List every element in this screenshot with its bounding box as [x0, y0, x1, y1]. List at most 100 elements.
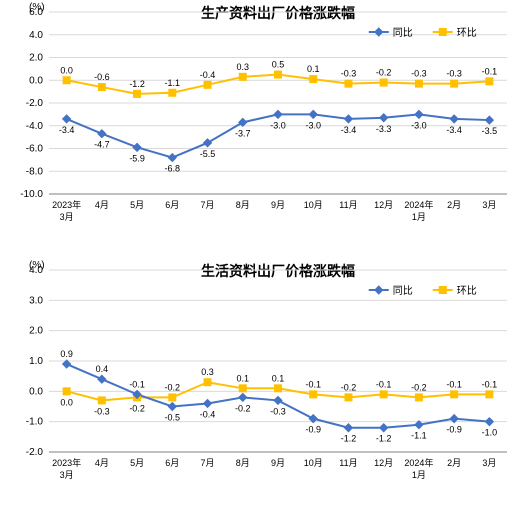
y-tick-label: 0.0 [29, 75, 43, 86]
data-label: -0.2 [341, 382, 357, 392]
data-label: -0.1 [129, 379, 145, 389]
data-marker [486, 391, 493, 398]
data-marker [310, 76, 317, 83]
data-marker [415, 394, 422, 401]
y-tick-label: 0.0 [29, 386, 43, 397]
data-label: -3.0 [270, 120, 286, 130]
data-label: -3.4 [341, 125, 357, 135]
data-label: -3.3 [376, 124, 392, 134]
data-marker [345, 80, 352, 87]
data-label: -1.1 [165, 78, 181, 88]
data-label: -0.1 [446, 379, 462, 389]
legend-marker [439, 29, 446, 36]
y-tick-label: -2.0 [26, 447, 44, 458]
x-tick-label: 8月 [236, 458, 250, 468]
y-tick-label: -4.0 [26, 121, 44, 132]
data-label: -1.1 [411, 431, 427, 441]
y-tick-label: -2.0 [26, 98, 44, 109]
y-tick-label: 2.0 [29, 326, 43, 337]
data-label: -6.8 [165, 164, 181, 174]
x-tick-label: 2024年 [404, 199, 433, 210]
data-label: 0.0 [60, 65, 73, 75]
data-label: -0.2 [376, 68, 392, 78]
data-label: -0.6 [94, 72, 110, 82]
data-label: -0.1 [482, 379, 498, 389]
data-marker [169, 394, 176, 401]
data-label: -0.3 [270, 406, 286, 416]
data-marker [98, 397, 105, 404]
data-marker [169, 89, 176, 96]
data-label: -0.1 [305, 379, 321, 389]
data-label: -3.4 [59, 125, 75, 135]
data-label: 0.5 [272, 60, 285, 70]
data-marker [63, 388, 70, 395]
data-marker [380, 79, 387, 86]
x-tick-label: 1月 [412, 470, 426, 480]
data-label: -3.5 [482, 126, 498, 136]
x-tick-label: 2023年 [52, 457, 81, 468]
data-label: 0.3 [237, 62, 250, 72]
data-marker [204, 379, 211, 386]
data-label: -0.9 [446, 425, 462, 435]
legend-label: 环比 [457, 27, 477, 39]
x-tick-label: 7月 [201, 458, 215, 468]
data-label: -1.2 [341, 434, 357, 444]
data-label: -0.2 [165, 382, 181, 392]
data-label: 0.1 [272, 373, 285, 383]
x-tick-label: 9月 [271, 200, 285, 210]
data-label: -4.7 [94, 140, 110, 150]
data-marker [239, 73, 246, 80]
x-tick-label: 2024年 [404, 457, 433, 468]
data-label: -1.0 [482, 428, 498, 438]
data-marker [451, 80, 458, 87]
data-label: -3.0 [305, 120, 321, 130]
y-tick-label: -8.0 [26, 166, 44, 177]
data-label: -0.2 [129, 403, 145, 413]
data-marker [275, 71, 282, 78]
data-label: -3.4 [446, 125, 462, 135]
x-tick-label: 9月 [271, 458, 285, 468]
data-label: -0.4 [200, 70, 216, 80]
data-label: -0.3 [94, 406, 110, 416]
data-marker [98, 84, 105, 91]
x-tick-label: 3月 [60, 212, 74, 222]
data-marker [310, 391, 317, 398]
x-tick-label: 12月 [374, 200, 393, 210]
data-label: 0.1 [237, 373, 250, 383]
y-tick-label: 4.0 [29, 30, 43, 41]
y-tick-label: 1.0 [29, 356, 43, 367]
chart-container-0: (%)生产资料出厂价格涨跌幅-10.0-8.0-6.0-4.0-2.00.02.… [0, 0, 527, 258]
y-tick-label: 3.0 [29, 295, 43, 306]
data-label: -1.2 [376, 434, 392, 444]
data-marker [345, 394, 352, 401]
data-label: -0.4 [200, 409, 216, 419]
legend-label: 同比 [393, 285, 413, 297]
x-tick-label: 12月 [374, 458, 393, 468]
data-label: -3.7 [235, 128, 251, 138]
y-tick-label: -1.0 [26, 417, 44, 428]
legend-marker [439, 287, 446, 294]
data-label: -0.3 [411, 69, 427, 79]
data-marker [239, 385, 246, 392]
data-label: -0.3 [341, 69, 357, 79]
data-label: -0.2 [235, 403, 251, 413]
data-label: 0.4 [96, 364, 109, 374]
x-tick-label: 3月 [482, 458, 496, 468]
x-tick-label: 6月 [165, 458, 179, 468]
x-tick-label: 3月 [60, 470, 74, 480]
data-marker [451, 391, 458, 398]
data-label: 0.1 [307, 64, 320, 74]
data-label: -0.2 [411, 382, 427, 392]
x-tick-label: 11月 [339, 458, 357, 468]
legend-label: 同比 [393, 27, 413, 39]
y-tick-label: 2.0 [29, 53, 43, 64]
data-label: 0.0 [60, 397, 73, 407]
data-label: 0.3 [201, 367, 214, 377]
x-tick-label: 5月 [130, 458, 144, 468]
data-label: -5.9 [129, 153, 145, 163]
y-tick-label: -6.0 [26, 144, 44, 155]
data-marker [380, 391, 387, 398]
data-marker [275, 385, 282, 392]
data-label: -0.1 [482, 66, 498, 76]
x-tick-label: 2023年 [52, 199, 81, 210]
